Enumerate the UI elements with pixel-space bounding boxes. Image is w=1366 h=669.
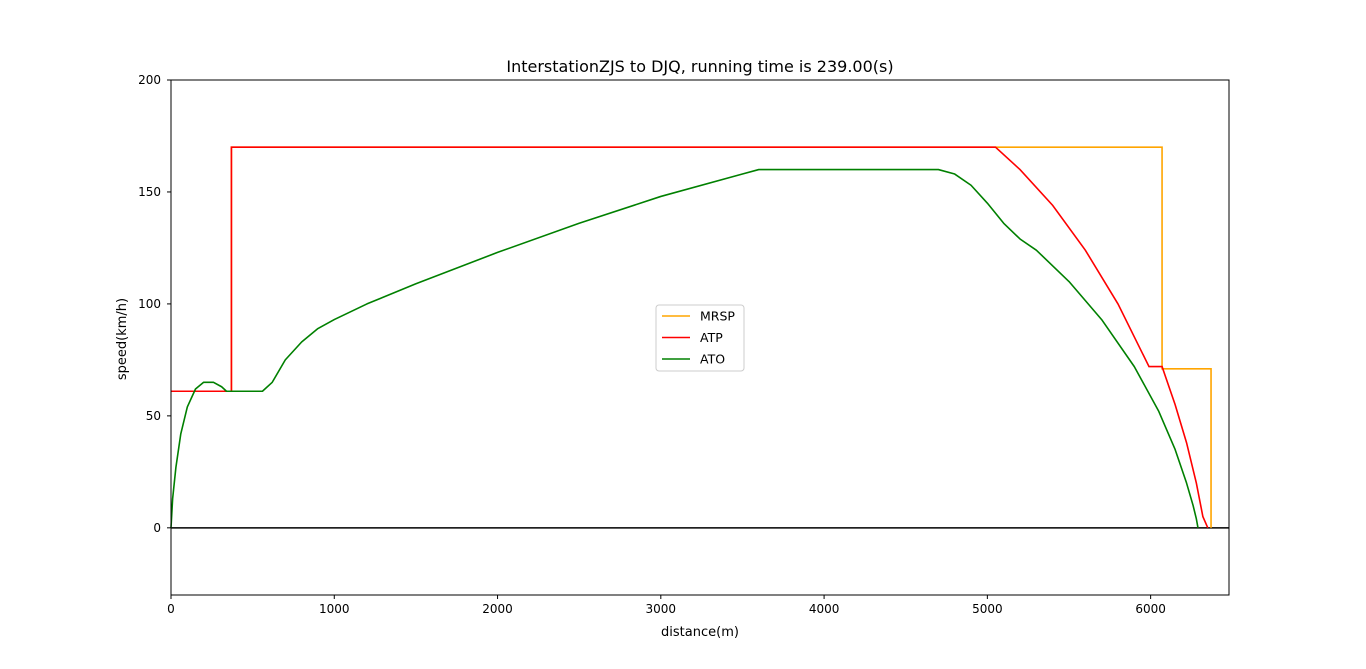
y-tick-label: 150 [138,185,161,199]
series-line-atp [171,146,1209,529]
y-tick-label: 100 [138,297,161,311]
x-tick-label: 1000 [319,602,350,616]
y-tick-label: 200 [138,73,161,87]
legend-label-mrsp: MRSP [700,309,735,324]
y-tick-label: 50 [146,409,161,423]
x-axis: 0 1000 2000 3000 4000 5000 6000 [167,595,1166,616]
series-group [170,146,1229,529]
legend: MRSP ATP ATO [655,304,745,372]
legend-label-atp: ATP [700,330,723,345]
chart-title: InterstationZJS to DJQ, running time is … [506,57,893,76]
y-tick-label: 0 [153,521,161,535]
x-tick-label: 5000 [972,602,1003,616]
plot-frame [170,79,1230,596]
y-axis: 0 50 100 150 200 [138,73,171,535]
x-axis-label: distance(m) [661,625,739,640]
x-tick-label: 4000 [809,602,840,616]
legend-box [655,304,745,372]
y-axis-label: speed(km/h) [115,298,130,380]
x-tick-label: 2000 [482,602,513,616]
x-tick-label: 3000 [646,602,677,616]
series-line-ato [170,168,1199,528]
legend-label-ato: ATO [700,352,725,367]
x-tick-label: 0 [167,602,175,616]
x-tick-label: 6000 [1135,602,1166,616]
